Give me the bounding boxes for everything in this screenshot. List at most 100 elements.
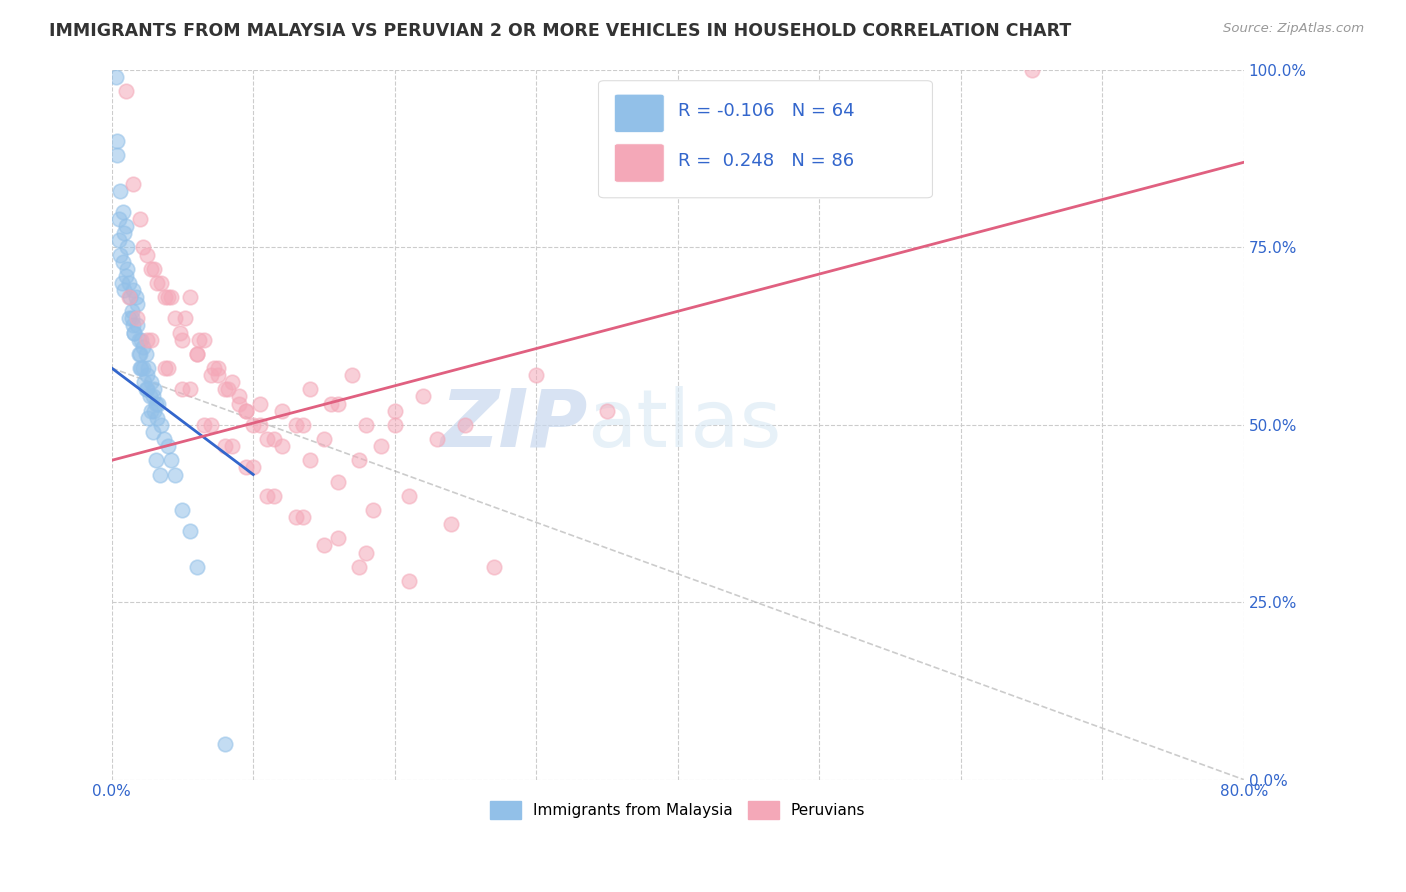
Point — [143, 261, 166, 276]
FancyBboxPatch shape — [614, 144, 664, 182]
Text: R = -0.106   N = 64: R = -0.106 N = 64 — [678, 103, 855, 120]
Point — [426, 432, 449, 446]
Point — [214, 737, 236, 751]
Point — [121, 304, 143, 318]
Point — [202, 361, 225, 376]
Point — [139, 389, 162, 403]
Point — [326, 532, 349, 546]
Point — [270, 439, 292, 453]
Point — [112, 254, 135, 268]
Point — [157, 361, 180, 376]
Point — [141, 333, 163, 347]
Point — [524, 368, 547, 383]
Point — [217, 382, 239, 396]
Point — [108, 184, 131, 198]
Point — [207, 368, 229, 383]
Point — [398, 574, 420, 588]
Point — [370, 439, 392, 453]
Point — [214, 382, 236, 396]
Point — [228, 396, 250, 410]
Point — [179, 382, 201, 396]
Point — [298, 382, 321, 396]
Point — [120, 290, 142, 304]
Point — [384, 403, 406, 417]
Point — [1021, 63, 1043, 78]
Point — [129, 361, 152, 376]
Point — [118, 276, 141, 290]
Point — [200, 368, 222, 383]
Point — [155, 290, 177, 304]
Point — [172, 333, 194, 347]
Point — [249, 396, 271, 410]
Point — [153, 432, 176, 446]
Point — [115, 268, 138, 283]
Point — [145, 396, 167, 410]
Point — [228, 389, 250, 403]
Point — [150, 276, 173, 290]
Point — [104, 70, 127, 84]
Point — [122, 177, 145, 191]
FancyBboxPatch shape — [599, 80, 932, 198]
Point — [263, 432, 285, 446]
Point — [117, 261, 139, 276]
Point — [121, 311, 143, 326]
Point — [207, 361, 229, 376]
Text: ZIP: ZIP — [440, 386, 588, 464]
Point — [136, 247, 159, 261]
Point — [221, 376, 243, 390]
Point — [129, 212, 152, 227]
Point — [124, 326, 146, 340]
Point — [143, 382, 166, 396]
Point — [115, 219, 138, 234]
Point — [141, 403, 163, 417]
Point — [193, 333, 215, 347]
Point — [131, 333, 153, 347]
Point — [326, 396, 349, 410]
Point — [150, 417, 173, 432]
Point — [596, 403, 619, 417]
Point — [193, 417, 215, 432]
Point — [179, 524, 201, 539]
Point — [256, 432, 278, 446]
Point — [363, 503, 385, 517]
Point — [145, 453, 167, 467]
Point — [132, 361, 155, 376]
Point — [312, 538, 335, 552]
Point — [349, 559, 371, 574]
Point — [136, 333, 159, 347]
Text: R =  0.248   N = 86: R = 0.248 N = 86 — [678, 152, 853, 169]
Point — [110, 276, 132, 290]
Point — [141, 376, 163, 390]
Point — [326, 475, 349, 489]
Point — [138, 361, 160, 376]
Point — [117, 240, 139, 254]
Point — [165, 467, 187, 482]
Point — [291, 510, 314, 524]
Point — [482, 559, 505, 574]
Point — [115, 84, 138, 98]
FancyBboxPatch shape — [614, 95, 664, 133]
Point — [312, 432, 335, 446]
Point — [127, 297, 149, 311]
Point — [242, 460, 264, 475]
Point — [174, 311, 197, 326]
Point — [142, 389, 165, 403]
Point — [108, 247, 131, 261]
Point — [122, 283, 145, 297]
Point — [172, 382, 194, 396]
Point — [235, 403, 257, 417]
Point — [398, 489, 420, 503]
Point — [319, 396, 342, 410]
Text: Source: ZipAtlas.com: Source: ZipAtlas.com — [1223, 22, 1364, 36]
Point — [138, 410, 160, 425]
Point — [132, 340, 155, 354]
Text: IMMIGRANTS FROM MALAYSIA VS PERUVIAN 2 OR MORE VEHICLES IN HOUSEHOLD CORRELATION: IMMIGRANTS FROM MALAYSIA VS PERUVIAN 2 O… — [49, 22, 1071, 40]
Point — [124, 326, 146, 340]
Point — [342, 368, 364, 383]
Point — [131, 361, 153, 376]
Point — [356, 545, 378, 559]
Point — [356, 417, 378, 432]
Point — [134, 376, 156, 390]
Point — [186, 559, 208, 574]
Point — [172, 503, 194, 517]
